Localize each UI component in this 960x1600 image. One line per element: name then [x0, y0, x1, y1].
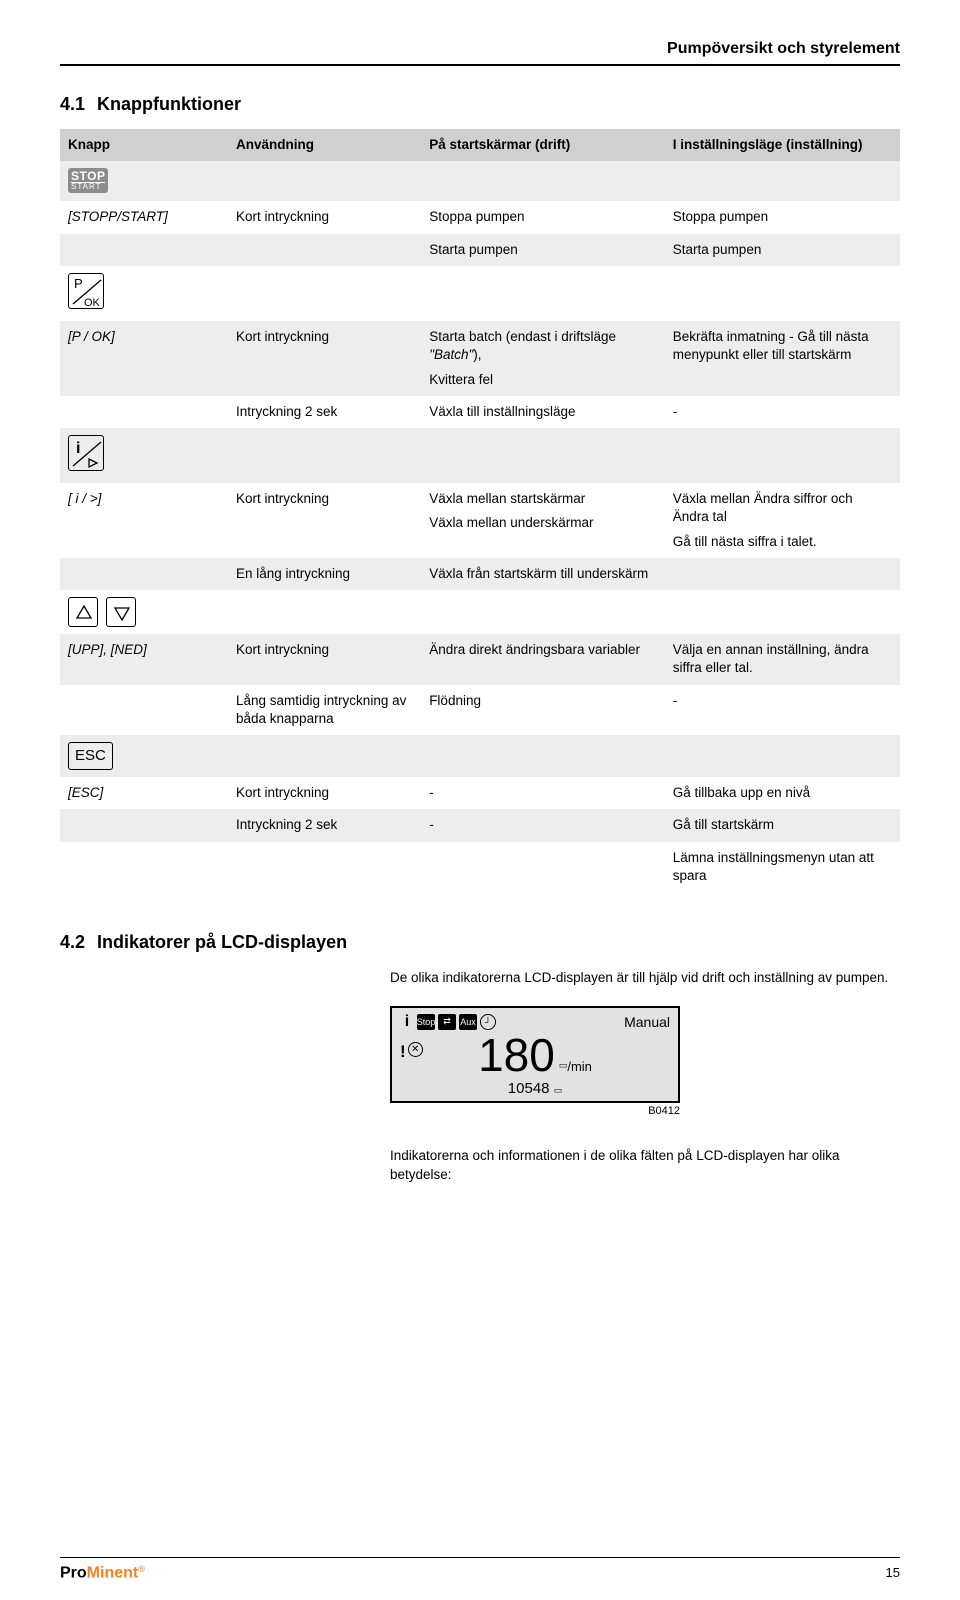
cell: - — [665, 396, 900, 428]
clock-icon: ┘ — [480, 1014, 496, 1030]
table-row: Lämna inställningsmenyn utan att spara — [60, 842, 900, 892]
table-row: Intryckning 2 sek Växla till inställning… — [60, 396, 900, 428]
table-row: P OK — [60, 266, 900, 321]
stop-start-label: [STOPP/START] — [60, 201, 228, 233]
cell: Bekräfta inmatning - Gå till nästa menyp… — [665, 321, 900, 396]
lcd-main-value: 180 — [478, 1032, 555, 1078]
cell: - — [421, 809, 665, 841]
table-row: [ESC] Kort intryckning - Gå tillbaka upp… — [60, 777, 900, 809]
warning-icons: ! ✕ — [400, 1042, 423, 1062]
cell: Gå tillbaka upp en nivå — [665, 777, 900, 809]
button-functions-table: Knapp Användning På startskärmar (drift)… — [60, 129, 900, 892]
section-4-2-intro: De olika indikatorerna LCD-displayen är … — [390, 969, 900, 988]
cell: - — [421, 777, 665, 809]
th-drift: På startskärmar (drift) — [421, 129, 665, 161]
cell: Lämna inställningsmenyn utan att spara — [665, 842, 900, 892]
cell: Starta pumpen — [665, 234, 900, 266]
table-row: [STOPP/START] Kort intryckning Stoppa pu… — [60, 201, 900, 233]
table-row: STOPSTART — [60, 161, 900, 201]
lcd-unit: ▭/min — [559, 1059, 592, 1080]
i-next-label: [ i / >] — [60, 483, 228, 558]
aux-icon: Aux — [459, 1014, 477, 1030]
cell: Intryckning 2 sek — [228, 396, 421, 428]
lcd-display-figure: i Stop ⇄ Aux ┘ Manual ! ✕ 180 ▭/min 1054… — [390, 1006, 680, 1117]
cell: Ändra direkt ändringsbara variabler — [421, 634, 665, 684]
cell: - — [665, 685, 900, 735]
esc-label: [ESC] — [60, 777, 228, 809]
up-down-button-icon — [60, 590, 228, 634]
lcd-counter: 10548 ▭ — [400, 1080, 670, 1097]
svg-text:P: P — [74, 276, 83, 291]
table-row: [ i / >] Kort intryckning Växla mellan s… — [60, 483, 900, 558]
manual-label: Manual — [624, 1014, 670, 1030]
cell: Stoppa pumpen — [665, 201, 900, 233]
table-row: Intryckning 2 sek - Gå till startskärm — [60, 809, 900, 841]
cell: Lång samtidig intryckning av båda knappa… — [228, 685, 421, 735]
up-down-label: [UPP], [NED] — [60, 634, 228, 684]
cell: En lång intryckning — [228, 558, 421, 590]
table-row: Starta pumpen Starta pumpen — [60, 234, 900, 266]
section-4-2-title: 4.2 Indikatorer på LCD-displayen — [60, 932, 900, 953]
stop-icon: Stop — [417, 1014, 435, 1030]
th-anvandning: Användning — [228, 129, 421, 161]
i-next-button-icon: i — [60, 428, 228, 483]
table-row — [60, 590, 900, 634]
section-4-1-title: 4.1 Knappfunktioner — [60, 94, 900, 115]
cell: Växla mellan startskärmar Växla mellan u… — [421, 483, 665, 558]
p-ok-button-icon: P OK — [60, 266, 228, 321]
section-name: Knappfunktioner — [97, 94, 241, 114]
table-row: [P / OK] Kort intryckning Starta batch (… — [60, 321, 900, 396]
brand-logo: ProMinent® — [60, 1564, 145, 1582]
cell: Kort intryckning — [228, 483, 421, 558]
section-4-2-note: Indikatorerna och informationen i de oli… — [390, 1147, 900, 1185]
cell: Kort intryckning — [228, 634, 421, 684]
svg-text:OK: OK — [84, 297, 101, 309]
cell: Växla från startskärm till underskärm — [421, 558, 665, 590]
table-row: i — [60, 428, 900, 483]
transfer-icon: ⇄ — [438, 1014, 456, 1030]
cell: Växla mellan Ändra siffror och Ändra tal… — [665, 483, 900, 558]
section-num: 4.1 — [60, 94, 85, 114]
cell: Starta pumpen — [421, 234, 665, 266]
page-header: Pumpöversikt och styrelement — [60, 40, 900, 66]
th-knapp: Knapp — [60, 129, 228, 161]
page-footer: ProMinent® 15 — [60, 1557, 900, 1582]
table-row: Lång samtidig intryckning av båda knappa… — [60, 685, 900, 735]
svg-text:i: i — [76, 440, 80, 457]
table-row: ESC — [60, 735, 900, 777]
table-row: En lång intryckning Växla från startskär… — [60, 558, 900, 590]
cell: Flödning — [421, 685, 665, 735]
cell: Kort intryckning — [228, 777, 421, 809]
cell: Kort intryckning — [228, 321, 421, 396]
p-ok-label: [P / OK] — [60, 321, 228, 396]
esc-button-icon: ESC — [60, 735, 228, 777]
th-installning: I inställningsläge (inställning) — [665, 129, 900, 161]
cell: Välja en annan inställning, ändra siffra… — [665, 634, 900, 684]
cell: Gå till startskärm — [665, 809, 900, 841]
stop-start-button-icon: STOPSTART — [60, 161, 228, 201]
section-name: Indikatorer på LCD-displayen — [97, 932, 347, 952]
cell: Starta batch (endast i driftsläge "Batch… — [421, 321, 665, 396]
cell: Växla till inställningsläge — [421, 396, 665, 428]
section-num: 4.2 — [60, 932, 85, 952]
page-number: 15 — [886, 1565, 900, 1580]
cell: Kort intryckning — [228, 201, 421, 233]
info-icon: i — [400, 1014, 414, 1030]
cell: Stoppa pumpen — [421, 201, 665, 233]
cell: Intryckning 2 sek — [228, 809, 421, 841]
table-header-row: Knapp Användning På startskärmar (drift)… — [60, 129, 900, 161]
table-row: [UPP], [NED] Kort intryckning Ändra dire… — [60, 634, 900, 684]
figure-label: B0412 — [390, 1105, 680, 1117]
